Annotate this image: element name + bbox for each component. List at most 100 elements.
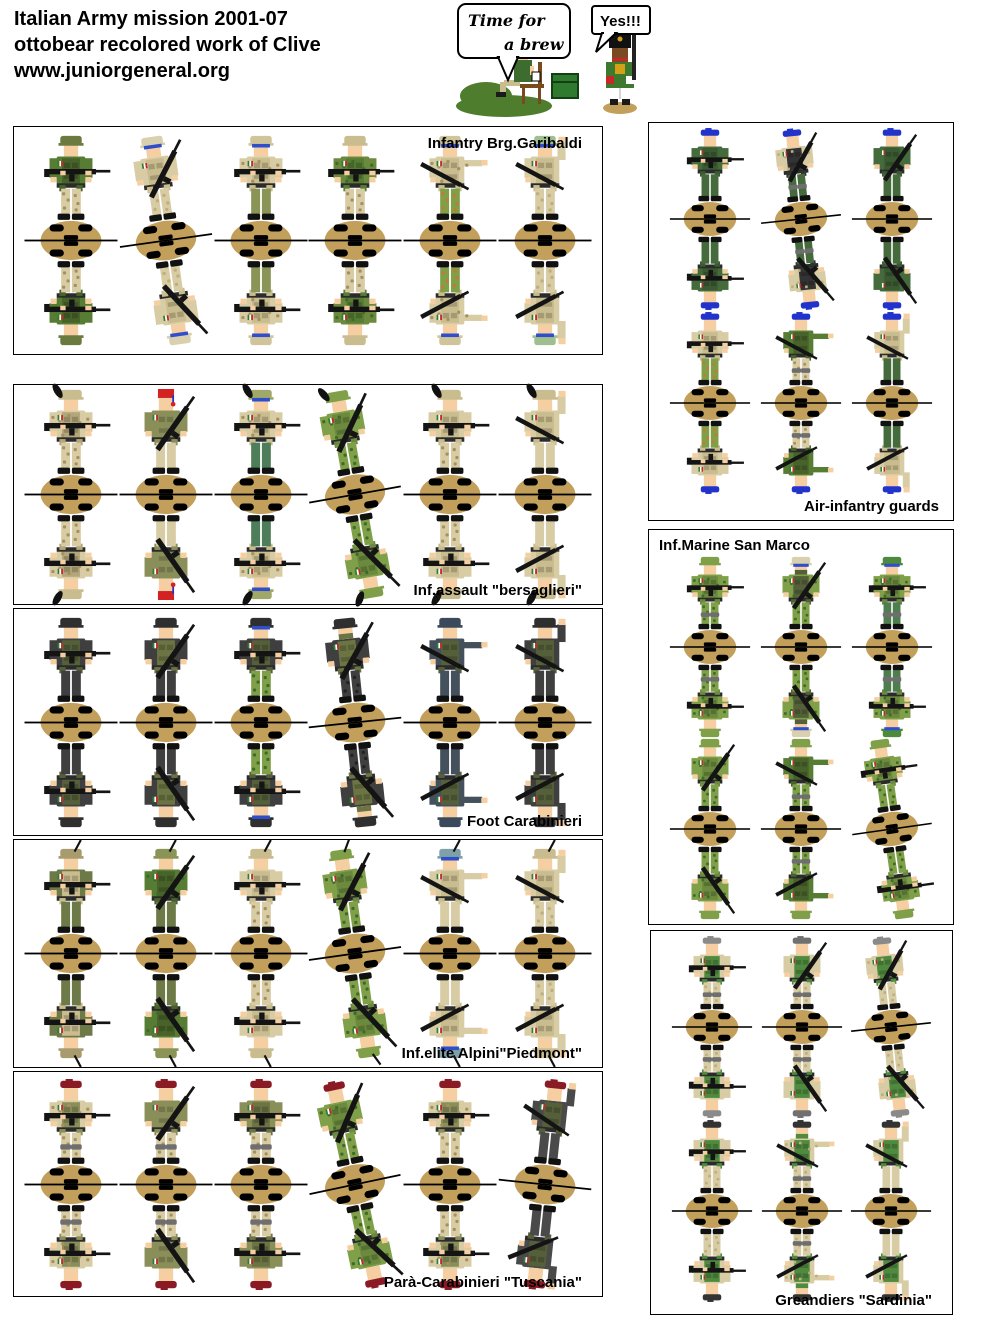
soldier-art xyxy=(119,389,213,600)
tea-mug xyxy=(531,71,541,82)
seam-cover xyxy=(500,54,516,58)
soldier-figure xyxy=(403,839,497,1068)
soldier-figure xyxy=(214,383,308,606)
soldier-figure xyxy=(761,936,842,1118)
figure-row xyxy=(669,311,933,495)
unit-label-airguards: Air-infantry guards xyxy=(803,498,939,515)
bubble-right-text: Yes!!! xyxy=(600,13,641,30)
seated-arm xyxy=(522,64,532,70)
soldier-figure xyxy=(24,839,118,1068)
chair-leg xyxy=(538,88,541,104)
soldier-figure xyxy=(24,1078,118,1290)
soldier-figure xyxy=(760,556,842,738)
title-line-3: www.juniorgeneral.org xyxy=(14,60,230,82)
shako-badge xyxy=(617,36,623,42)
guard-boot xyxy=(622,99,630,105)
soldier-art xyxy=(851,128,933,310)
soldier-figure xyxy=(498,383,592,606)
soldier-art xyxy=(852,738,935,920)
soldier-art xyxy=(669,738,751,920)
soldier-figure xyxy=(403,617,497,828)
soldier-art xyxy=(498,1078,592,1290)
seam-cover-2 xyxy=(604,31,614,34)
unit-box-sardinia: Greandiers "Sardinia" xyxy=(650,930,953,1315)
soldier-art xyxy=(214,135,308,346)
soldier-art xyxy=(119,1078,213,1290)
unit-label-sardinia: Greandiers "Sardinia" xyxy=(775,1292,932,1309)
soldier-figure xyxy=(109,130,224,351)
soldier-art xyxy=(760,556,842,738)
soldier-figure xyxy=(298,839,413,1066)
seated-hand xyxy=(530,66,534,75)
soldier-figure xyxy=(491,1075,599,1294)
unit-box-carabinieri: Foot Carabinieri xyxy=(13,608,603,836)
soldier-art xyxy=(498,617,592,827)
soldier-art xyxy=(24,617,118,827)
soldier-figure xyxy=(850,1120,932,1302)
soldier-art xyxy=(761,128,841,310)
soldier-art xyxy=(309,388,402,607)
soldier-figure xyxy=(851,556,933,738)
soldier-art xyxy=(309,617,402,827)
soldier-art xyxy=(24,1078,118,1290)
unit-box-sanmarco: Inf.Marine San Marco xyxy=(648,529,954,925)
page-title: Italian Army mission 2001-07 ottobear re… xyxy=(14,6,321,84)
soldier-figure xyxy=(760,738,842,920)
unit-label-carabinieri: Foot Carabinieri xyxy=(466,813,582,830)
soldier-art xyxy=(851,556,933,738)
soldier-figure xyxy=(295,383,416,607)
tunic-cuff xyxy=(606,76,614,84)
soldier-figure xyxy=(214,839,308,1068)
figure-row xyxy=(669,738,935,920)
unit-label-sanmarco: Inf.Marine San Marco xyxy=(659,537,810,554)
soldier-art xyxy=(119,839,213,1068)
soldier-art xyxy=(669,312,751,494)
figure-row xyxy=(669,125,933,314)
soldier-art xyxy=(498,383,592,606)
soldier-figure xyxy=(308,135,402,346)
soldier-figure xyxy=(843,734,942,925)
soldier-art xyxy=(214,839,308,1068)
soldier-figure xyxy=(851,128,933,310)
soldier-figure xyxy=(760,312,842,494)
title-line-1: Italian Army mission 2001-07 xyxy=(14,8,288,30)
bubble-left-text-2: a brew xyxy=(504,35,565,54)
soldier-figure xyxy=(755,125,848,314)
soldier-figure xyxy=(851,312,933,494)
soldier-art xyxy=(119,617,213,827)
soldier-art xyxy=(24,383,118,606)
figure-row xyxy=(669,556,933,738)
soldier-art xyxy=(760,312,842,494)
soldier-figure xyxy=(119,617,213,828)
guard-collar xyxy=(612,58,628,61)
soldier-figure xyxy=(403,1078,497,1290)
soldier-figure xyxy=(119,389,213,600)
soldier-art xyxy=(214,1078,308,1290)
soldier-figure xyxy=(24,383,118,606)
figure-row xyxy=(671,1119,932,1303)
soldier-art xyxy=(403,617,497,827)
soldier-figure xyxy=(403,135,497,346)
guard-base xyxy=(603,102,637,114)
seated-boot xyxy=(496,92,506,97)
bubble-left-text-1: Time for xyxy=(468,11,546,30)
unit-label-garibaldi: Infantry Brg.Garibaldi xyxy=(427,135,582,152)
soldier-figure xyxy=(403,383,497,606)
soldier-art xyxy=(119,135,212,346)
chair-seat xyxy=(520,84,544,88)
chair-leg xyxy=(522,88,525,104)
guard-rifle xyxy=(632,18,636,80)
soldier-figure xyxy=(669,738,751,920)
unit-label-tuscania: Parà-Carabinieri "Tuscania" xyxy=(383,1274,582,1291)
grass-mound-2 xyxy=(460,82,512,110)
soldier-figure xyxy=(671,1120,753,1302)
soldier-art xyxy=(308,135,402,346)
soldier-figure xyxy=(669,128,751,310)
soldier-art xyxy=(309,1080,405,1289)
mascot-cartoon-art: Time for a brew Yes!!! xyxy=(456,3,651,117)
soldier-figure xyxy=(761,1120,842,1302)
soldier-art xyxy=(761,936,842,1118)
soldier-figure xyxy=(119,1078,213,1290)
soldier-figure xyxy=(214,617,308,828)
